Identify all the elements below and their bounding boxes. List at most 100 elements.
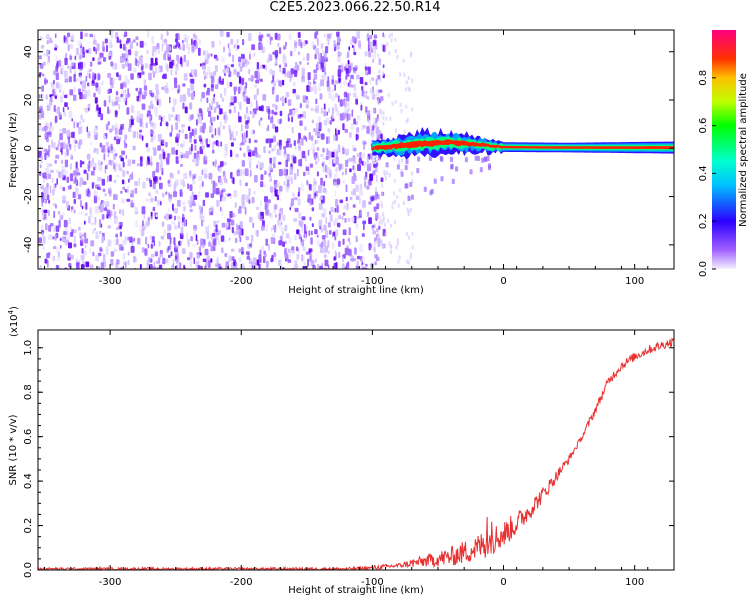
heatmap-cell xyxy=(47,149,50,158)
heatmap-cell xyxy=(323,254,327,259)
heatmap-cell xyxy=(390,32,393,37)
heatmap-cell xyxy=(38,113,42,120)
heatmap-cell xyxy=(464,157,468,163)
heatmap-cell xyxy=(54,95,57,99)
heatmap-cell xyxy=(307,80,310,85)
heatmap-cell xyxy=(39,164,42,169)
heatmap-cell xyxy=(255,206,260,210)
heatmap-cell xyxy=(156,162,160,170)
heatmap-cell xyxy=(53,79,55,85)
heatmap-cell xyxy=(198,38,201,45)
heatmap-cell xyxy=(72,229,77,234)
heatmap-cell xyxy=(347,82,350,87)
heatmap-cell xyxy=(389,116,392,121)
heatmap-cell xyxy=(206,265,209,269)
heatmap-cell xyxy=(327,150,332,159)
heatmap-cell xyxy=(299,61,302,65)
heatmap-cell xyxy=(373,206,377,212)
heatmap-cell xyxy=(325,148,328,154)
heatmap-cell xyxy=(306,53,310,61)
heatmap-cell xyxy=(88,73,91,79)
heatmap-cell xyxy=(211,41,215,48)
heatmap-cell xyxy=(95,231,98,239)
heatmap-cell xyxy=(150,121,154,127)
heatmap-cell xyxy=(311,207,315,212)
heatmap-cell xyxy=(94,227,96,231)
heatmap-cell xyxy=(172,203,174,211)
heatmap-cell xyxy=(397,259,400,264)
heatmap-cell xyxy=(145,158,148,167)
heatmap-cell xyxy=(148,72,152,81)
heatmap-cell xyxy=(227,43,230,49)
heatmap-cell xyxy=(311,41,314,49)
heatmap-cell xyxy=(38,94,41,99)
heatmap-cell xyxy=(165,141,168,148)
heatmap-cell xyxy=(90,240,95,247)
heatmap-cell xyxy=(372,108,375,113)
heatmap-cell xyxy=(327,86,331,92)
heatmap-cell xyxy=(375,78,378,86)
x-tick-label: -100 xyxy=(361,276,384,287)
heatmap-cell xyxy=(160,34,163,40)
heatmap-cell xyxy=(103,153,106,161)
heatmap-cell xyxy=(335,166,338,174)
heatmap-cell xyxy=(210,193,214,198)
heatmap-cell xyxy=(322,147,325,153)
heatmap-cell xyxy=(440,176,444,182)
heatmap-cell xyxy=(52,255,56,262)
heatmap-cell xyxy=(96,183,100,188)
heatmap-cell xyxy=(180,179,185,186)
heatmap-cell xyxy=(174,224,178,230)
heatmap-cell xyxy=(311,142,316,149)
heatmap-cell xyxy=(337,95,340,103)
heatmap-cell xyxy=(371,47,373,53)
heatmap-cell xyxy=(369,125,372,129)
heatmap-cell xyxy=(232,137,237,141)
heatmap-cell xyxy=(240,168,243,177)
heatmap-cell xyxy=(298,159,302,167)
heatmap-cell xyxy=(274,256,277,263)
heatmap-cell xyxy=(231,248,235,252)
heatmap-cell xyxy=(183,173,188,180)
heatmap-cell xyxy=(187,88,191,96)
heatmap-cell xyxy=(338,214,341,220)
heatmap-cell xyxy=(224,253,228,257)
heatmap-cell xyxy=(293,40,296,44)
heatmap-cell xyxy=(202,199,206,207)
colorbar-tick-label: 0.4 xyxy=(698,165,709,181)
heatmap-cell xyxy=(104,38,108,44)
heatmap-cell xyxy=(43,199,46,204)
heatmap-cell xyxy=(396,55,399,60)
heatmap-cell xyxy=(115,127,118,135)
heatmap-cell xyxy=(318,132,321,138)
heatmap-cell xyxy=(168,53,171,57)
heatmap-cell xyxy=(201,181,204,187)
heatmap-cell xyxy=(131,106,135,113)
heatmap-cell xyxy=(385,116,388,121)
heatmap-cell xyxy=(274,111,278,116)
heatmap-cell xyxy=(313,127,316,132)
heatmap-cell xyxy=(190,143,193,152)
heatmap-cell xyxy=(160,201,162,206)
heatmap-cell xyxy=(54,33,57,39)
heatmap-cell xyxy=(260,117,263,121)
heatmap-cell xyxy=(407,235,410,240)
heatmap-cell xyxy=(370,152,373,160)
heatmap-cell xyxy=(65,36,69,45)
heatmap-cell xyxy=(381,245,384,249)
heatmap-cell xyxy=(99,142,102,148)
heatmap-cell xyxy=(352,188,356,196)
heatmap-cell xyxy=(58,60,62,67)
heatmap-cell xyxy=(379,78,382,83)
colorbar-tick-label: 0.8 xyxy=(698,70,709,86)
heatmap-cell xyxy=(79,92,83,100)
heatmap-cell xyxy=(316,122,318,130)
heatmap-cell xyxy=(189,184,193,191)
heatmap-cell xyxy=(201,92,206,99)
heatmap-cell xyxy=(375,162,379,167)
heatmap-cell xyxy=(283,181,286,186)
heatmap-cell xyxy=(349,80,351,84)
heatmap-cell xyxy=(407,260,410,265)
heatmap-cell xyxy=(353,84,357,92)
heatmap-cell xyxy=(241,77,245,86)
